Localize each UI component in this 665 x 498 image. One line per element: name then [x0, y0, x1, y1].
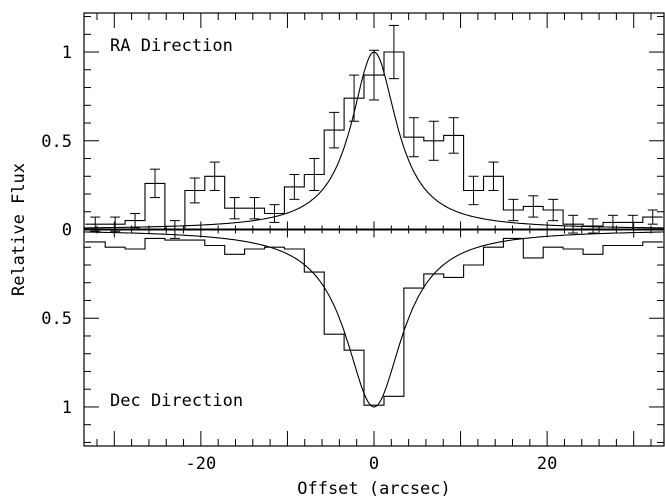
text-layer: Offset (arcsec) Relative Flux RA Directi…: [9, 36, 557, 498]
y-tick-label: 0: [62, 221, 72, 241]
x-tick-label: 0: [369, 454, 379, 474]
ra-direction-label: RA Direction: [110, 36, 233, 56]
y-axis-title: Relative Flux: [9, 163, 29, 296]
y-tick-label: 0.5: [41, 132, 72, 152]
axes-frame-layer: [83, 12, 665, 447]
y-tick-label: 1: [62, 43, 72, 63]
histogram-steps: [85, 237, 663, 406]
y-tick-label: 1: [62, 398, 72, 418]
data-layer: [84, 24, 664, 408]
x-tick-label: -20: [186, 454, 217, 474]
x-tick-label: 20: [537, 454, 557, 474]
model-curve: [84, 231, 664, 408]
dec-direction-label: Dec Direction: [110, 391, 243, 411]
histogram-steps: [85, 51, 663, 231]
y-tick-label: 0.5: [41, 309, 72, 329]
x-axis-title: Offset (arcsec): [297, 479, 451, 498]
model-curve: [84, 51, 664, 229]
